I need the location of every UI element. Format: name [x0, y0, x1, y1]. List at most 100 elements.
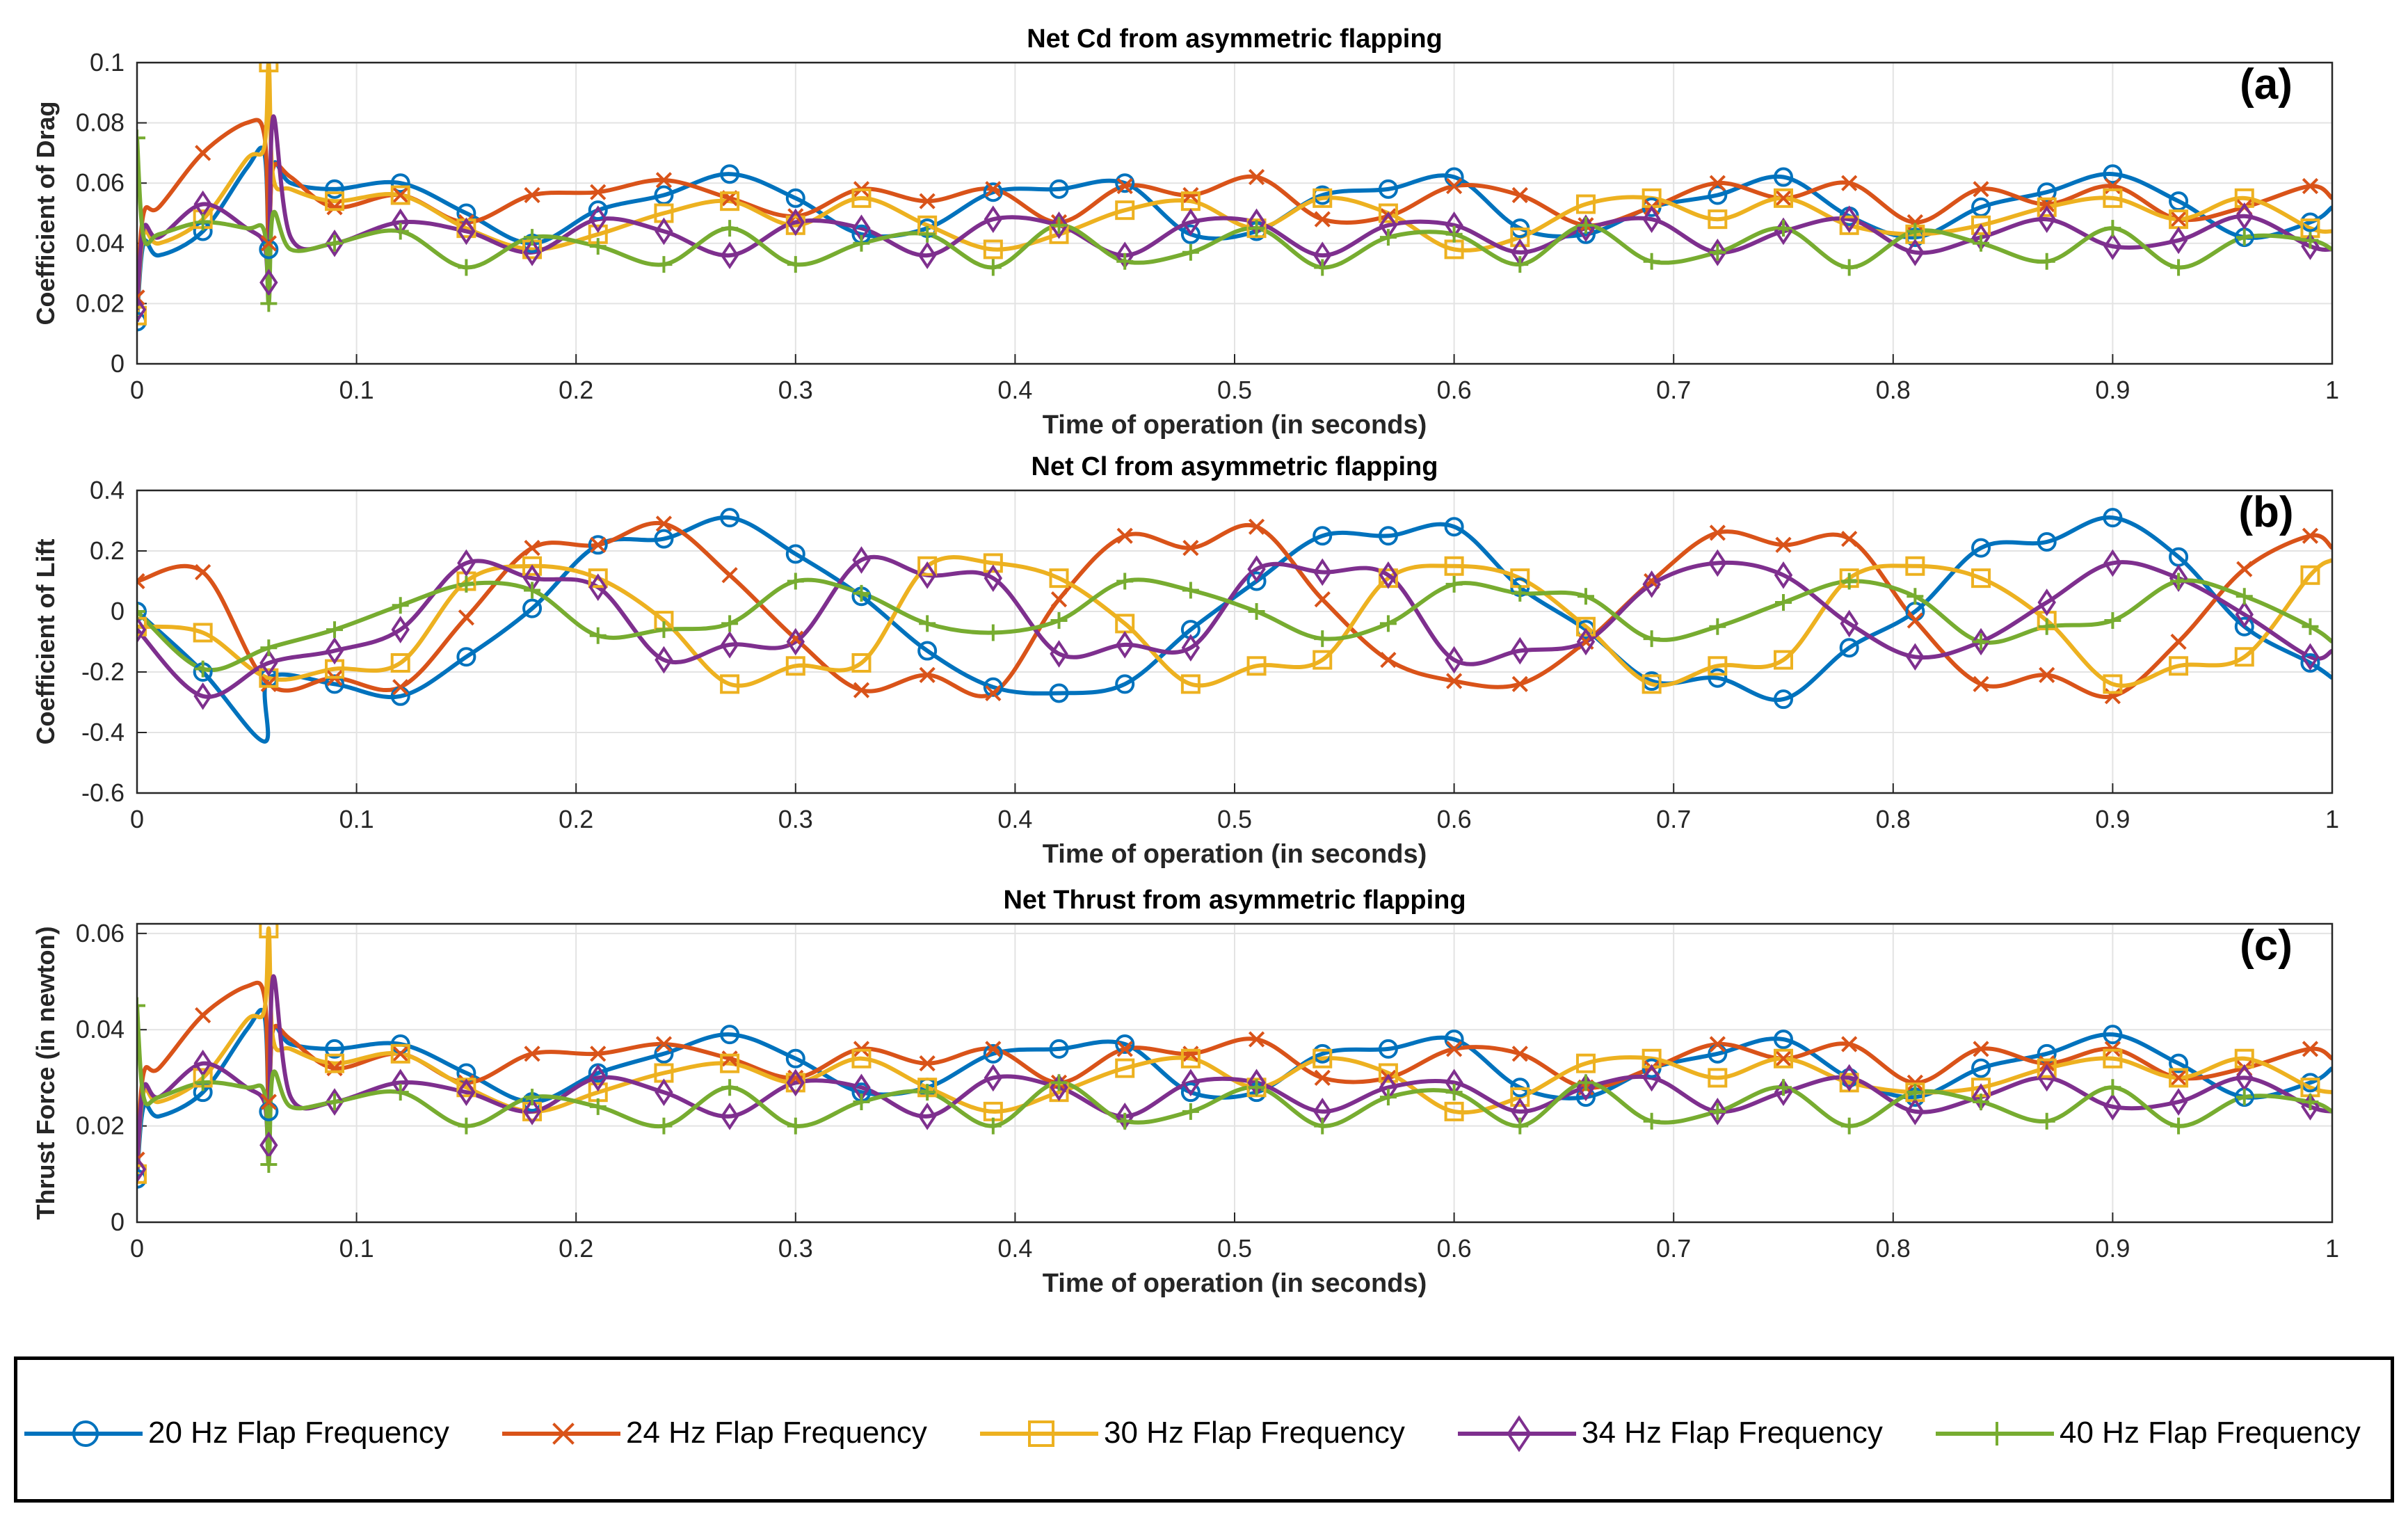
data-point-40hz — [853, 234, 870, 252]
data-point-40hz — [853, 1094, 870, 1111]
data-point-40hz — [1050, 612, 1068, 630]
data-point-40hz — [589, 238, 607, 255]
data-point-40hz — [1182, 582, 1199, 599]
data-point-20hz — [983, 1043, 1003, 1064]
data-point-40hz — [1643, 253, 1660, 270]
data-point-30hz — [390, 1043, 410, 1064]
data-point-40hz — [2302, 1094, 2319, 1111]
data-point-24hz — [524, 1046, 540, 1062]
data-point-34hz — [325, 1088, 344, 1116]
data-point-30hz — [720, 1053, 740, 1073]
data-point-40hz — [1973, 234, 1990, 252]
y-tick-label: 0.06 — [76, 919, 125, 947]
data-point-30hz — [1971, 568, 1991, 589]
axes-box-a — [136, 61, 2334, 365]
data-point-24hz — [1314, 211, 1331, 227]
data-point-40hz — [1577, 588, 1594, 605]
y-axis-label-b: Coefficient of Lift — [31, 539, 60, 745]
data-point-20hz — [720, 164, 740, 184]
data-point-34hz — [2103, 549, 2122, 577]
data-point-24hz — [853, 682, 870, 698]
data-point-34hz — [2103, 1093, 2122, 1121]
y-tick-label: 0 — [111, 1208, 125, 1236]
data-point-40hz — [260, 295, 278, 312]
data-point-40hz — [1248, 603, 1265, 620]
data-point-30hz — [2103, 1048, 2123, 1068]
data-point-40hz — [2302, 618, 2319, 635]
data-point-40hz — [984, 259, 1002, 276]
data-point-30hz — [193, 623, 213, 643]
data-point-34hz — [457, 549, 476, 577]
panel-label-b: (b) — [2238, 488, 2293, 536]
data-point-40hz — [1314, 630, 1331, 648]
data-point-34hz — [1576, 627, 1596, 656]
y-tick-label: 0.4 — [90, 476, 125, 504]
data-point-40hz — [524, 1089, 541, 1106]
data-point-40hz — [1907, 1084, 1924, 1101]
data-point-30hz — [1708, 209, 1728, 230]
data-point-40hz — [1379, 615, 1397, 632]
data-point-24hz — [392, 1046, 409, 1062]
data-point-20hz — [1246, 571, 1267, 591]
data-point-24hz — [1511, 186, 1528, 204]
legend-marker — [552, 1423, 575, 1445]
data-point-24hz — [1709, 525, 1726, 541]
data-point-20hz — [917, 641, 938, 661]
data-point-24hz — [1380, 651, 1397, 669]
data-point-34hz — [2169, 1088, 2188, 1116]
data-point-20hz — [1115, 674, 1135, 694]
data-point-20hz — [325, 1039, 345, 1059]
legend-label-24hz: 24 Hz Flap Frequency — [626, 1416, 927, 1450]
data-point-30hz — [390, 653, 410, 673]
data-point-24hz — [260, 235, 277, 252]
data-point-40hz — [458, 1117, 475, 1135]
data-point-30hz — [2103, 188, 2123, 208]
data-point-40hz — [1973, 633, 1990, 650]
data-point-24hz — [1775, 190, 1792, 207]
data-point-40hz — [2236, 588, 2253, 605]
data-point-20hz — [1180, 1082, 1201, 1103]
data-point-30hz — [1444, 556, 1464, 576]
data-point-34hz — [852, 546, 871, 574]
data-point-40hz — [1643, 1112, 1660, 1130]
data-point-40hz — [524, 229, 541, 246]
data-point-20hz — [1313, 526, 1333, 546]
data-point-24hz — [721, 567, 738, 584]
data-point-34hz — [2235, 202, 2254, 230]
data-point-34hz — [325, 229, 344, 257]
data-point-24hz — [1182, 186, 1199, 204]
data-point-24hz — [1973, 181, 1989, 198]
panel-c: 0 0.1 0.2 0.3 0.4 0.5 0.6 0.7 0.8 0.9 1 0 0.02 0.04 0.… — [31, 886, 2339, 1298]
data-point-34hz — [1050, 211, 1068, 239]
data-point-24hz — [1445, 673, 1463, 689]
panel-label-a: (a) — [2240, 61, 2293, 109]
x-tick-label: 0 — [130, 805, 144, 833]
data-point-40hz — [326, 1094, 344, 1111]
data-point-24hz — [1314, 591, 1331, 608]
data-point-24hz — [985, 685, 1002, 702]
data-point-34hz — [259, 269, 278, 296]
data-point-40hz — [2170, 573, 2188, 590]
data-point-30hz — [983, 553, 1003, 573]
data-point-40hz — [589, 1098, 607, 1115]
data-point-24hz — [2302, 527, 2319, 544]
data-point-40hz — [2170, 259, 2188, 276]
data-point-40hz — [1182, 243, 1199, 261]
data-point-34hz — [2037, 589, 2056, 616]
data-point-24hz — [655, 515, 673, 532]
data-point-30hz — [983, 239, 1003, 259]
data-point-40hz — [984, 1117, 1002, 1135]
data-point-30hz — [259, 668, 279, 688]
data-point-40hz — [392, 597, 409, 614]
data-point-24hz — [392, 679, 409, 696]
data-point-30hz — [1378, 203, 1398, 223]
x-tick-label: 0.9 — [2095, 376, 2130, 404]
data-point-34hz — [137, 296, 147, 323]
chart-title-a: Net Cd from asymmetric flapping — [1027, 24, 1443, 54]
x-tick-label: 0.5 — [1217, 1234, 1252, 1263]
data-point-40hz — [326, 234, 344, 252]
x-tick-label: 0.2 — [559, 805, 593, 833]
data-point-34hz — [1840, 609, 1859, 638]
legend-swatch-20hz — [24, 1420, 143, 1447]
data-point-34hz — [2235, 600, 2254, 629]
